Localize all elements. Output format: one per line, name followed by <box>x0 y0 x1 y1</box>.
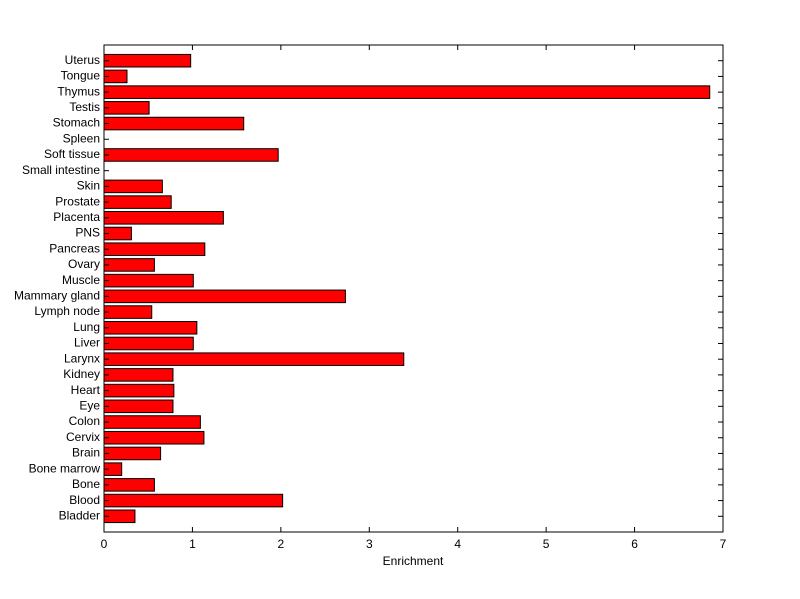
y-tick-label: Placenta <box>53 210 100 224</box>
x-axis-label: Enrichment <box>383 554 444 568</box>
bar <box>103 116 245 131</box>
x-tick-label: 3 <box>366 537 373 551</box>
bar <box>103 258 155 272</box>
bar <box>103 352 405 366</box>
bar <box>103 195 172 209</box>
y-tick-label: Uterus <box>65 53 100 67</box>
bar <box>103 85 711 99</box>
y-tick-label: Larynx <box>64 351 100 365</box>
y-tick-label: Lymph node <box>34 304 100 318</box>
x-tick-label: 1 <box>189 537 196 551</box>
bar <box>103 148 279 162</box>
y-tick-label: Stomach <box>53 116 100 130</box>
bar <box>103 289 346 304</box>
x-tick-label: 5 <box>543 537 550 551</box>
bar <box>103 101 150 115</box>
y-tick-label: Tongue <box>61 69 101 83</box>
bar <box>103 368 174 382</box>
bar <box>103 493 284 508</box>
bar <box>103 320 198 335</box>
y-tick-label: PNS <box>75 226 100 240</box>
bar <box>103 383 175 398</box>
bar <box>103 446 162 461</box>
x-tick-label: 4 <box>454 537 461 551</box>
y-tick-label: Ovary <box>68 257 100 271</box>
y-tick-label: Liver <box>74 336 100 350</box>
y-tick-label: Testis <box>69 100 100 114</box>
x-tick-label: 7 <box>720 537 727 551</box>
y-tick-label: Thymus <box>57 84 100 98</box>
x-tick-label: 6 <box>631 537 638 551</box>
bar <box>103 430 205 445</box>
bar <box>103 478 155 492</box>
x-tick-label: 2 <box>278 537 285 551</box>
y-tick-label: Skin <box>77 179 100 193</box>
bar <box>103 211 224 225</box>
y-tick-label: Spleen <box>63 131 100 145</box>
x-tick-label: 0 <box>101 537 108 551</box>
y-tick-label: Blood <box>69 493 100 507</box>
bar <box>103 399 174 414</box>
y-tick-label: Bone marrow <box>29 461 101 475</box>
bar <box>103 336 194 351</box>
bar <box>103 415 201 429</box>
y-tick-label: Cervix <box>66 430 100 444</box>
plot-frame <box>103 44 724 533</box>
y-tick-label: Lung <box>73 320 100 334</box>
y-tick-label: Prostate <box>55 194 100 208</box>
y-tick-label: Heart <box>71 383 101 397</box>
bar <box>103 273 194 288</box>
y-tick-label: Kidney <box>63 367 100 381</box>
y-tick-label: Pancreas <box>49 241 100 255</box>
bar <box>103 305 153 319</box>
y-tick-label: Small intestine <box>22 163 100 177</box>
y-tick-label: Colon <box>69 414 100 428</box>
y-tick-label: Muscle <box>62 273 100 287</box>
bar <box>103 53 192 68</box>
y-tick-label: Bone <box>72 477 100 491</box>
y-tick-label: Bladder <box>59 508 100 522</box>
bar <box>103 242 206 257</box>
y-tick-label: Mammary gland <box>14 289 100 303</box>
y-tick-label: Brain <box>72 446 100 460</box>
y-tick-label: Soft tissue <box>44 147 100 161</box>
bar <box>103 179 163 194</box>
y-tick-label: Eye <box>79 398 100 412</box>
